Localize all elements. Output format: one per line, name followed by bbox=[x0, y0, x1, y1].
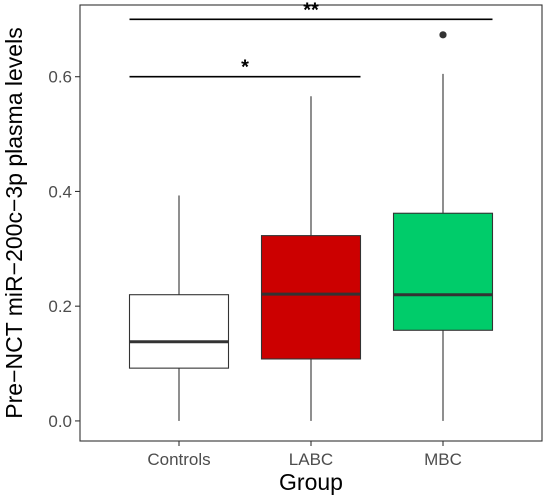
significance-label: ** bbox=[303, 0, 319, 21]
box-labc bbox=[260, 96, 362, 421]
outlier-point bbox=[439, 31, 447, 39]
y-tick-label: 0.6 bbox=[48, 68, 72, 87]
iqr-box bbox=[260, 235, 362, 360]
box-mbc bbox=[392, 31, 494, 421]
y-tick-label: 0.4 bbox=[48, 182, 72, 201]
x-axis-title: Group bbox=[279, 469, 343, 495]
y-axis-title: Pre−NCT miR−200c−3p plasma levels bbox=[1, 27, 27, 418]
x-axis: Controls LABC MBC bbox=[147, 441, 462, 469]
y-tick-label: 0.2 bbox=[48, 297, 72, 316]
box-controls bbox=[128, 195, 230, 421]
boxes bbox=[128, 31, 494, 421]
y-tick-label: 0.0 bbox=[48, 412, 72, 431]
x-tick-label-mbc: MBC bbox=[424, 450, 462, 469]
significance-label: * bbox=[241, 57, 249, 79]
iqr-box bbox=[392, 212, 494, 331]
x-tick-label-labc: LABC bbox=[289, 450, 333, 469]
x-tick-label-controls: Controls bbox=[147, 450, 210, 469]
iqr-box bbox=[128, 294, 230, 369]
significance-annotations: *** bbox=[129, 0, 493, 79]
y-axis: 0.0 0.2 0.4 0.6 bbox=[48, 68, 80, 431]
